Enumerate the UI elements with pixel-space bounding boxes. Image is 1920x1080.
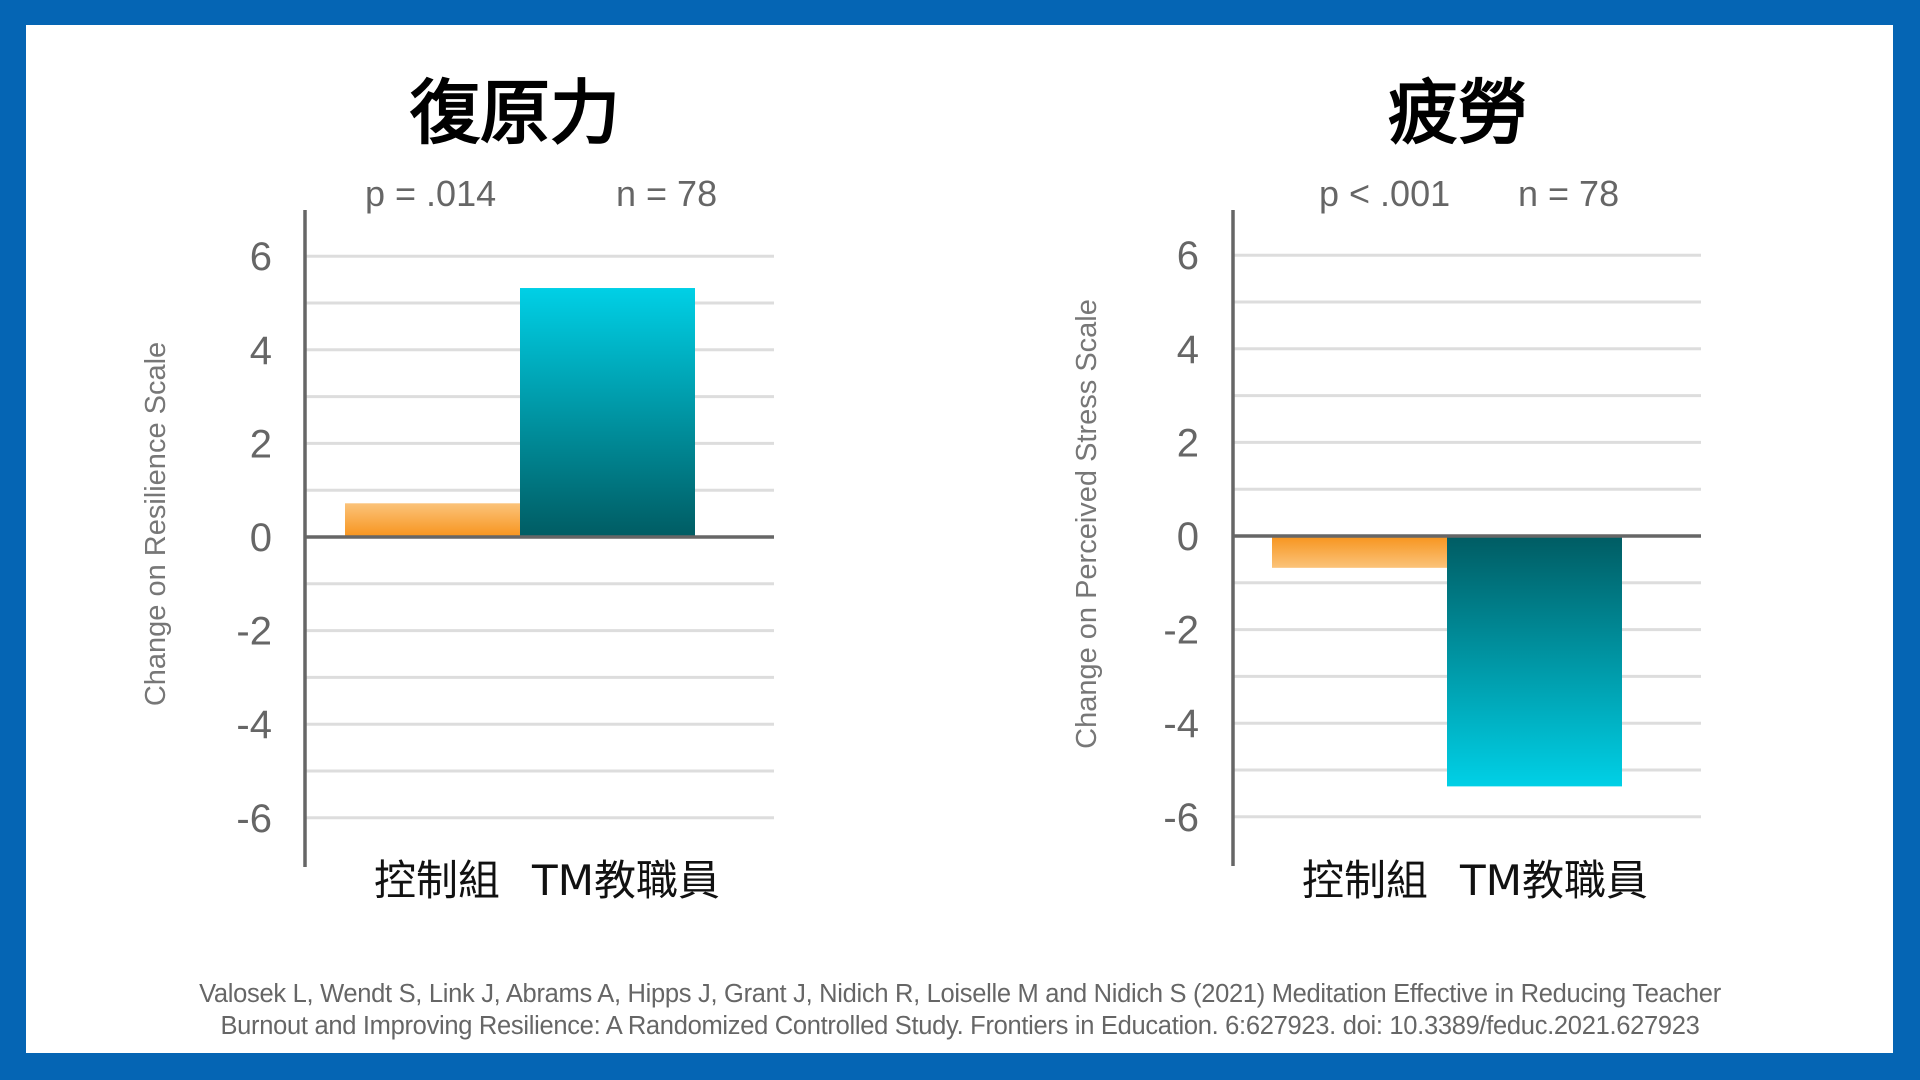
y-tick-labels: 6 4 2 0 -2 -4 -6 [236, 235, 272, 841]
y-axis-label: Change on Resilience Scale [140, 342, 172, 706]
y-tick-label: 6 [250, 235, 272, 279]
y-tick-labels: 6 4 2 0 -2 -4 -6 [1163, 234, 1199, 840]
citation-line-1: Valosek L, Wendt S, Link J, Abrams A, Hi… [199, 980, 1721, 1008]
y-tick-label: -2 [236, 610, 272, 654]
bars [345, 288, 695, 537]
y-tick-label: -4 [1163, 702, 1199, 746]
y-tick-label: 6 [1177, 234, 1199, 278]
bar-control-group [345, 503, 520, 537]
y-tick-label: 2 [1177, 421, 1199, 465]
n-value-label: n = 78 [1518, 173, 1619, 214]
chart-title: 疲勞 [1388, 72, 1528, 154]
y-tick-label: -6 [1163, 796, 1199, 840]
y-axis-label: Change on Perceived Stress Scale [1071, 299, 1103, 749]
n-value-label: n = 78 [616, 173, 717, 214]
citation-line-2: Burnout and Improving Resilience: A Rand… [220, 1012, 1700, 1040]
axes [1231, 210, 1701, 866]
y-tick-label: 0 [1177, 515, 1199, 559]
bars [1272, 536, 1622, 787]
y-tick-label: -6 [236, 797, 272, 841]
bar-tm-staff [520, 288, 695, 537]
category-label-control: 控制組 [1302, 856, 1428, 905]
gridlines [1233, 253, 1701, 819]
category-label-control: 控制組 [374, 856, 500, 905]
y-tick-label: 4 [250, 329, 272, 373]
axes [303, 210, 774, 867]
y-tick-label: 4 [1177, 328, 1199, 372]
p-value-label: p = .014 [365, 173, 496, 214]
category-label-tm: TM教職員 [1459, 856, 1648, 905]
p-value-label: p < .001 [1319, 173, 1450, 214]
y-tick-label: -2 [1163, 609, 1199, 653]
stress-chart: 疲勞 p < .001 n = 78 Change on Perceived S… [1071, 72, 1701, 905]
y-tick-label: 2 [250, 422, 272, 466]
bar-control-group [1272, 536, 1447, 568]
category-label-tm: TM教職員 [531, 856, 720, 905]
y-tick-label: -4 [236, 703, 272, 747]
y-tick-label: 0 [250, 516, 272, 560]
resilience-chart: 復原力 p = .014 n = 78 Change on Resilience… [140, 72, 774, 905]
chart-title: 復原力 [409, 72, 620, 154]
bar-tm-staff [1447, 536, 1622, 787]
